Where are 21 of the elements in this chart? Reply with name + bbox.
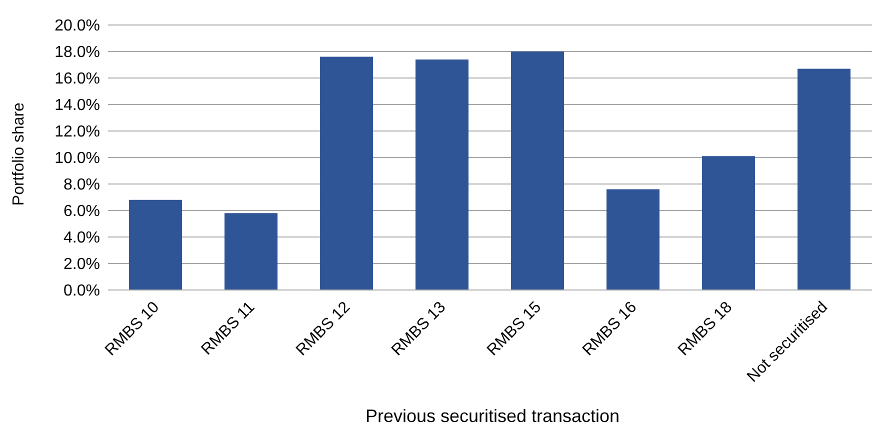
x-axis-title: Previous securitised transaction (364, 406, 621, 427)
y-tick-label: 4.0% (64, 230, 100, 247)
bar (224, 213, 278, 290)
y-tick-label: 8.0% (64, 176, 100, 194)
y-tick-label: 16.0% (54, 70, 100, 88)
bar (129, 200, 182, 290)
y-axis-title: Portfolio share (11, 102, 29, 206)
bar (416, 59, 469, 290)
y-tick-label: 14.0% (54, 97, 100, 114)
y-tick-label: 20.0% (54, 18, 100, 35)
bar (606, 189, 660, 290)
bar (798, 68, 851, 290)
y-tick-label: 6.0% (64, 203, 100, 220)
y-tick-label: 10.0% (54, 150, 100, 168)
y-tick-label: 12.0% (54, 124, 100, 141)
y-tick-label: 18.0% (54, 44, 100, 62)
y-tick-label: 2.0% (64, 256, 100, 274)
bar (702, 156, 756, 290)
y-tick-label: 0.0% (64, 282, 100, 300)
bar (511, 52, 564, 290)
bar (320, 56, 374, 290)
